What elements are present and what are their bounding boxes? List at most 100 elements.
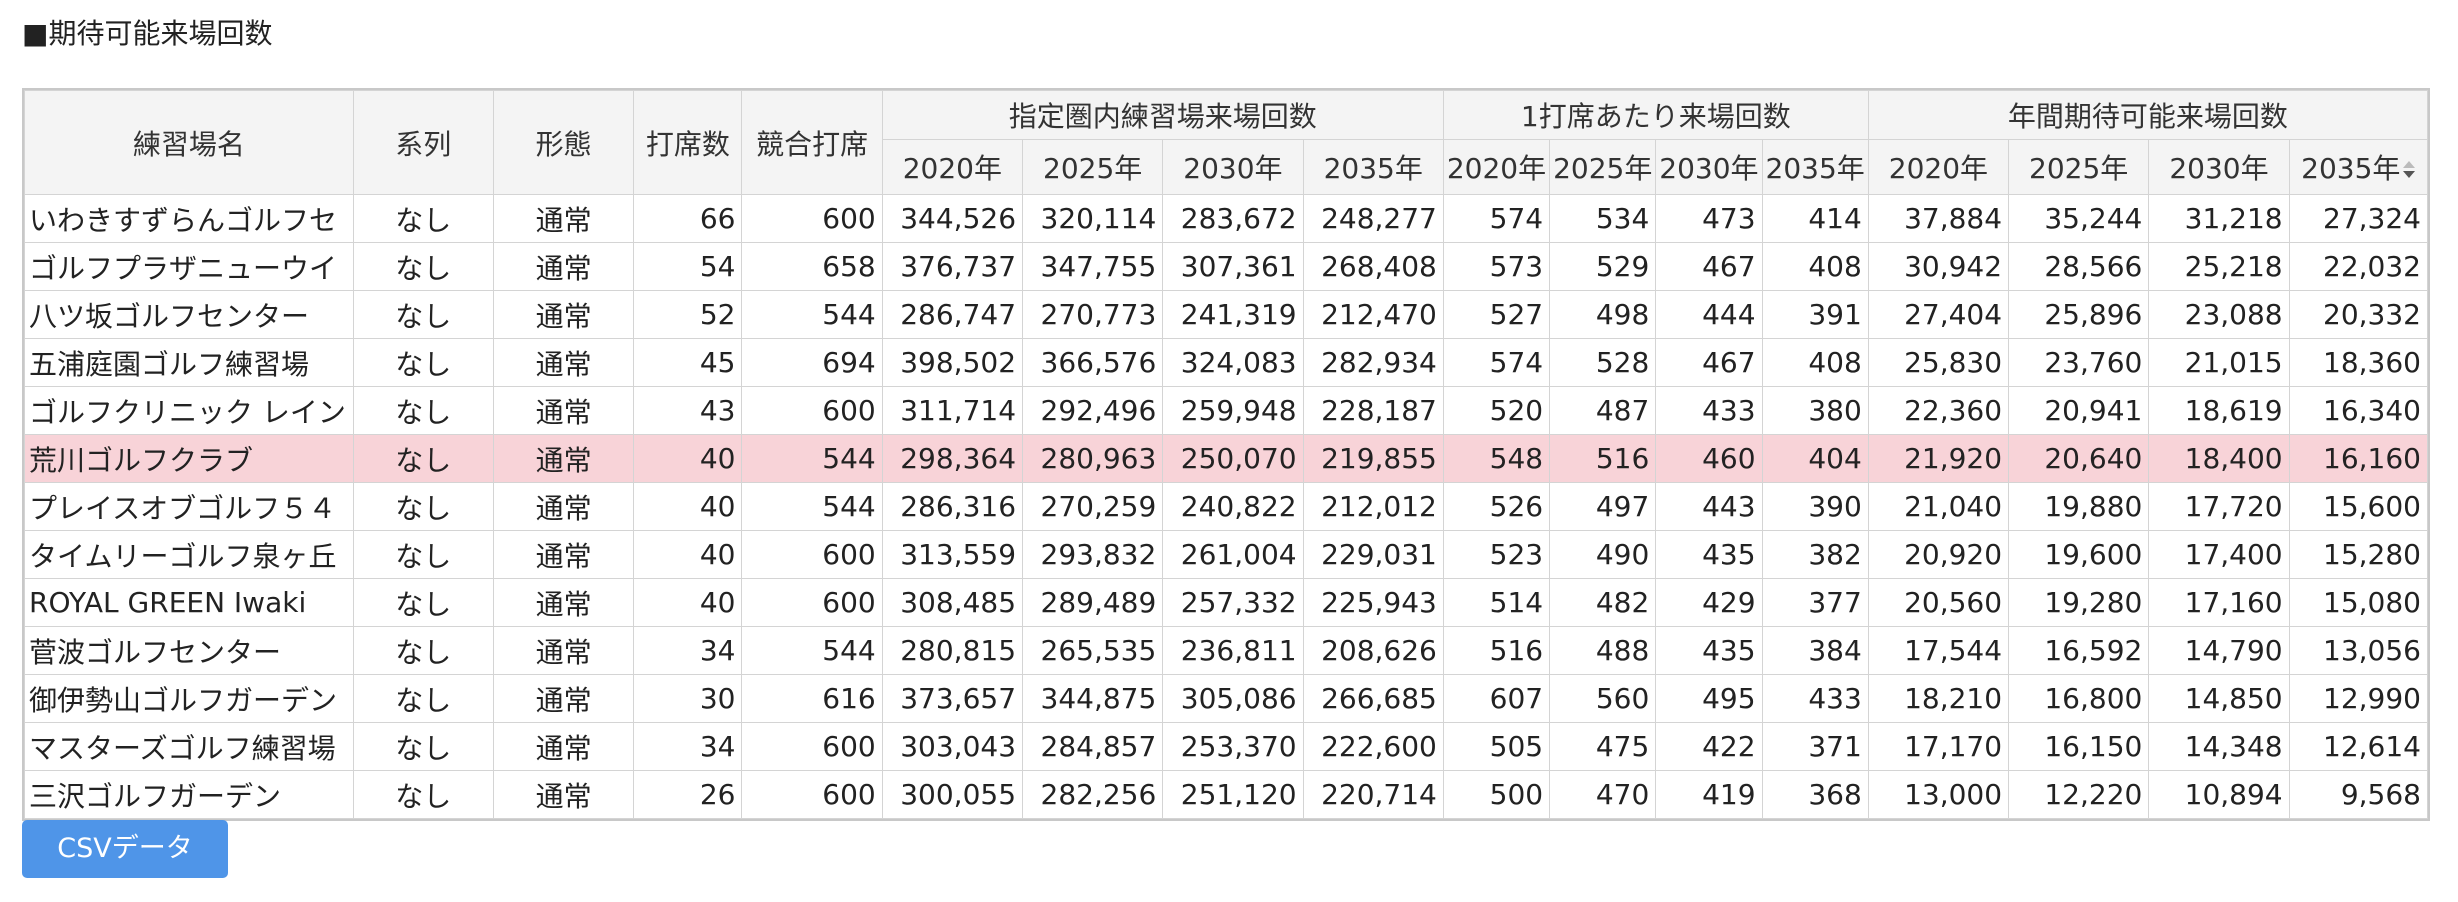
cell-per-seat-3: 380 bbox=[1761, 386, 1869, 435]
cell-seats: 26 bbox=[633, 770, 743, 819]
cell-annual-1: 12,220 bbox=[2008, 770, 2150, 819]
table-row[interactable]: ゴルフクリニック レイン なし 通常 43 600 311,714 292,496 259,9… bbox=[24, 386, 2428, 435]
cell-visits-1: 366,576 bbox=[1022, 338, 1164, 387]
header-visits-2020[interactable]: 2020年 bbox=[881, 139, 1024, 195]
header-per-seat-2035[interactable]: 2035年 bbox=[1761, 139, 1869, 195]
table-row[interactable]: 荒川ゴルフクラブ なし 通常 40 544 298,364 280,963 250,070 21… bbox=[24, 434, 2428, 483]
header-annual-2035-label: 2035年 bbox=[2301, 152, 2401, 185]
cell-visits-2: 259,948 bbox=[1162, 386, 1304, 435]
cell-annual-2: 14,790 bbox=[2148, 626, 2290, 675]
table-row[interactable]: プレイスオブゴルフ５４ なし 通常 40 544 286,316 270,259 240,82… bbox=[24, 482, 2428, 531]
section-title: ■期待可能来場回数 bbox=[22, 17, 273, 50]
cell-name: マスターズゴルフ練習場 bbox=[24, 722, 354, 771]
cell-visits-1: 280,963 bbox=[1022, 434, 1164, 483]
cell-type: 通常 bbox=[492, 722, 635, 771]
cell-name: 御伊勢山ゴルフガーデン bbox=[24, 674, 354, 723]
cell-competing-seats: 616 bbox=[741, 674, 883, 723]
cell-series: なし bbox=[352, 770, 494, 819]
cell-type: 通常 bbox=[492, 386, 635, 435]
cell-name: タイムリーゴルフ泉ヶ丘 bbox=[24, 530, 354, 579]
table-row[interactable]: ゴルフプラザニューウイ なし 通常 54 658 376,737 347,755 307,36… bbox=[24, 242, 2428, 291]
cell-annual-1: 16,150 bbox=[2008, 722, 2150, 771]
csv-data-button[interactable]: CSVデータ bbox=[22, 820, 228, 878]
cell-per-seat-1: 488 bbox=[1549, 626, 1657, 675]
header-annual-2020[interactable]: 2020年 bbox=[1867, 139, 2010, 195]
header-per-seat-2025[interactable]: 2025年 bbox=[1549, 139, 1657, 195]
table-row[interactable]: 五浦庭園ゴルフ練習場 なし 通常 45 694 398,502 366,576 324,083… bbox=[24, 338, 2428, 387]
cell-competing-seats: 600 bbox=[741, 194, 883, 243]
cell-annual-2: 17,720 bbox=[2148, 482, 2290, 531]
cell-competing-seats: 544 bbox=[741, 290, 883, 339]
cell-per-seat-2: 495 bbox=[1655, 674, 1763, 723]
cell-per-seat-0: 505 bbox=[1442, 722, 1551, 771]
table-row[interactable]: いわきすずらんゴルフセ なし 通常 66 600 344,526 320,114 283,67… bbox=[24, 194, 2428, 243]
cell-name: 五浦庭園ゴルフ練習場 bbox=[24, 338, 354, 387]
table-row[interactable]: 御伊勢山ゴルフガーデン なし 通常 30 616 373,657 344,875 305,08… bbox=[24, 674, 2428, 723]
header-annual-2030[interactable]: 2030年 bbox=[2148, 139, 2290, 195]
cell-series: なし bbox=[352, 194, 494, 243]
header-annual-2035[interactable]: 2035年 bbox=[2288, 139, 2428, 195]
sort-descending-icon[interactable] bbox=[2403, 159, 2416, 181]
cell-per-seat-2: 435 bbox=[1655, 626, 1763, 675]
cell-visits-3: 208,626 bbox=[1302, 626, 1444, 675]
header-visits-2035[interactable]: 2035年 bbox=[1302, 139, 1444, 195]
cell-per-seat-1: 482 bbox=[1549, 578, 1657, 627]
table-row[interactable]: 菅波ゴルフセンター なし 通常 34 544 280,815 265,535 236,811 2… bbox=[24, 626, 2428, 675]
cell-series: なし bbox=[352, 290, 494, 339]
cell-type: 通常 bbox=[492, 626, 635, 675]
cell-competing-seats: 600 bbox=[741, 530, 883, 579]
table-row[interactable]: ROYAL GREEN Iwaki なし 通常 40 600 308,485 289,489… bbox=[24, 578, 2428, 627]
header-annual-2025[interactable]: 2025年 bbox=[2008, 139, 2150, 195]
header-visits-2025[interactable]: 2025年 bbox=[1022, 139, 1164, 195]
cell-visits-1: 265,535 bbox=[1022, 626, 1164, 675]
header-name[interactable]: 練習場名 bbox=[24, 90, 354, 195]
expected-visits-table: 練習場名 系列 形態 打席数 競合打席 指定圏内練習場来場回数 1打席あたり来場… bbox=[24, 90, 2428, 819]
header-competing-seats[interactable]: 競合打席 bbox=[741, 90, 883, 195]
cell-annual-1: 19,280 bbox=[2008, 578, 2150, 627]
header-visits-2030[interactable]: 2030年 bbox=[1162, 139, 1304, 195]
table-row[interactable]: タイムリーゴルフ泉ヶ丘 なし 通常 40 600 313,559 293,832 261,00… bbox=[24, 530, 2428, 579]
cell-visits-1: 270,259 bbox=[1022, 482, 1164, 531]
table-row[interactable]: 八ツ坂ゴルフセンター なし 通常 52 544 286,747 270,773 241,319… bbox=[24, 290, 2428, 339]
cell-annual-0: 17,170 bbox=[1867, 722, 2010, 771]
cell-annual-3: 20,332 bbox=[2288, 290, 2428, 339]
cell-per-seat-3: 391 bbox=[1761, 290, 1869, 339]
cell-visits-2: 324,083 bbox=[1162, 338, 1304, 387]
cell-per-seat-0: 514 bbox=[1442, 578, 1551, 627]
cell-name: ROYAL GREEN Iwaki bbox=[24, 578, 354, 627]
header-per-seat-2020[interactable]: 2020年 bbox=[1442, 139, 1551, 195]
cell-seats: 66 bbox=[633, 194, 743, 243]
header-series[interactable]: 系列 bbox=[352, 90, 494, 195]
cell-series: なし bbox=[352, 386, 494, 435]
cell-per-seat-2: 419 bbox=[1655, 770, 1763, 819]
cell-visits-2: 240,822 bbox=[1162, 482, 1304, 531]
header-per-seat-2030[interactable]: 2030年 bbox=[1655, 139, 1763, 195]
cell-per-seat-3: 368 bbox=[1761, 770, 1869, 819]
cell-visits-1: 292,496 bbox=[1022, 386, 1164, 435]
cell-visits-1: 344,875 bbox=[1022, 674, 1164, 723]
table-row[interactable]: 三沢ゴルフガーデン なし 通常 26 600 300,055 282,256 251,120 2… bbox=[24, 770, 2428, 819]
cell-per-seat-0: 500 bbox=[1442, 770, 1551, 819]
cell-type: 通常 bbox=[492, 290, 635, 339]
cell-per-seat-3: 390 bbox=[1761, 482, 1869, 531]
cell-seats: 34 bbox=[633, 626, 743, 675]
header-type[interactable]: 形態 bbox=[492, 90, 635, 195]
cell-per-seat-3: 404 bbox=[1761, 434, 1869, 483]
cell-visits-2: 283,672 bbox=[1162, 194, 1304, 243]
cell-per-seat-0: 607 bbox=[1442, 674, 1551, 723]
cell-annual-0: 18,210 bbox=[1867, 674, 2010, 723]
cell-per-seat-0: 548 bbox=[1442, 434, 1551, 483]
cell-competing-seats: 694 bbox=[741, 338, 883, 387]
cell-per-seat-1: 560 bbox=[1549, 674, 1657, 723]
cell-series: なし bbox=[352, 674, 494, 723]
cell-visits-2: 307,361 bbox=[1162, 242, 1304, 291]
cell-per-seat-2: 467 bbox=[1655, 242, 1763, 291]
cell-visits-3: 228,187 bbox=[1302, 386, 1444, 435]
header-seats[interactable]: 打席数 bbox=[633, 90, 743, 195]
table-row[interactable]: マスターズゴルフ練習場 なし 通常 34 600 303,043 284,857 253,37… bbox=[24, 722, 2428, 771]
cell-visits-0: 308,485 bbox=[881, 578, 1024, 627]
cell-competing-seats: 544 bbox=[741, 434, 883, 483]
cell-per-seat-0: 516 bbox=[1442, 626, 1551, 675]
cell-annual-3: 16,340 bbox=[2288, 386, 2428, 435]
header-group-per-seat: 1打席あたり来場回数 bbox=[1442, 90, 1869, 140]
